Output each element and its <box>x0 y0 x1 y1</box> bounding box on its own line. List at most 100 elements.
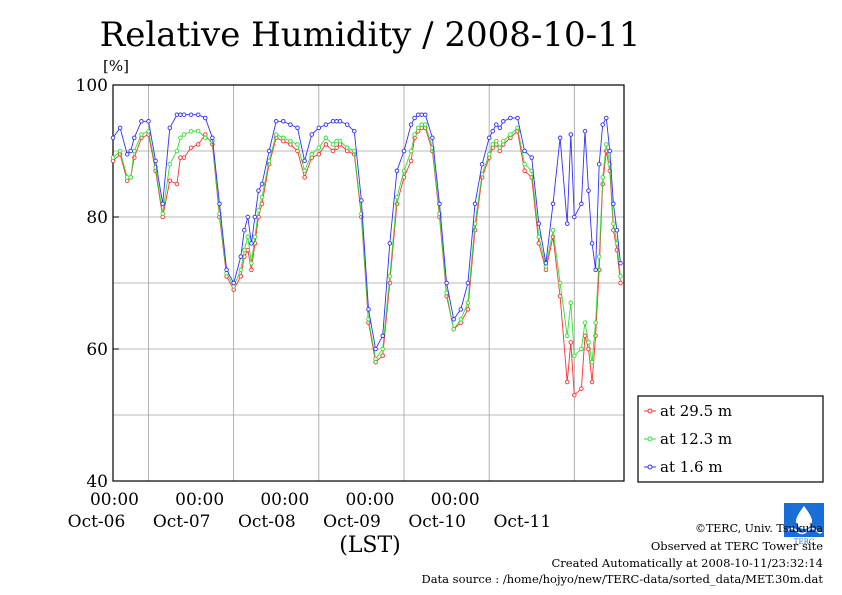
data-point <box>508 132 513 137</box>
data-point <box>536 221 542 226</box>
data-point <box>604 115 609 121</box>
data-point <box>337 138 343 144</box>
data-point <box>465 280 471 286</box>
data-point <box>249 267 254 273</box>
data-point <box>394 201 400 207</box>
logo-text: TERC <box>794 538 814 546</box>
data-point <box>596 267 602 273</box>
data-point <box>423 122 428 127</box>
series-layer <box>110 112 623 398</box>
data-point <box>153 158 158 164</box>
data-point <box>160 211 165 216</box>
data-point <box>568 300 574 306</box>
data-point <box>167 161 173 167</box>
data-point <box>302 158 307 164</box>
data-point <box>256 208 261 213</box>
legend-swatch-marker <box>647 464 653 470</box>
data-point <box>195 142 201 147</box>
data-point <box>611 221 616 226</box>
data-point <box>618 260 623 266</box>
data-point <box>238 274 244 279</box>
data-point <box>330 142 336 147</box>
created-text: Created Automatically at 2008-10-11/23:3… <box>552 556 824 570</box>
data-point <box>117 148 123 154</box>
data-point <box>330 148 336 154</box>
data-point <box>160 201 165 207</box>
data-point <box>249 260 254 266</box>
data-point <box>486 152 492 157</box>
data-point <box>550 227 556 233</box>
data-point <box>110 135 116 141</box>
data-point <box>604 142 609 147</box>
data-point <box>249 241 254 246</box>
legend-entry-label: at 12.3 m <box>660 430 732 448</box>
data-point <box>568 132 574 137</box>
data-point <box>128 148 133 154</box>
data-point <box>309 132 314 137</box>
data-point <box>295 125 300 131</box>
x-date-label: Oct-09 <box>323 512 381 532</box>
data-point <box>181 112 187 117</box>
data-point <box>188 145 194 150</box>
observed-text: Observed at TERC Tower site <box>651 539 823 553</box>
water-drop-icon <box>796 506 812 529</box>
data-point <box>195 112 201 117</box>
data-point <box>529 155 534 160</box>
data-point <box>309 152 314 157</box>
data-point <box>281 119 286 124</box>
data-point <box>600 122 605 127</box>
data-point <box>178 135 183 141</box>
data-point <box>501 138 506 144</box>
data-point <box>419 112 424 117</box>
data-point <box>132 148 137 154</box>
data-point <box>572 392 577 398</box>
data-point <box>139 132 144 137</box>
data-point <box>245 234 251 240</box>
data-point <box>412 132 417 137</box>
data-point <box>444 280 449 286</box>
data-point <box>423 112 428 117</box>
data-point <box>579 346 584 352</box>
data-point <box>618 274 623 279</box>
data-point <box>334 145 339 150</box>
source-text: Data source : /home/hojyo/new/TERC-data/… <box>421 572 823 586</box>
data-point <box>515 125 520 131</box>
data-point <box>238 267 244 273</box>
data-point <box>238 254 244 259</box>
data-point <box>259 194 265 200</box>
data-point <box>373 346 378 352</box>
data-point <box>600 175 605 180</box>
data-point <box>387 280 393 286</box>
data-point <box>611 201 616 207</box>
data-point <box>217 201 222 207</box>
data-point <box>564 333 570 339</box>
x-time-label: 00:00 <box>175 490 224 510</box>
data-point <box>295 142 300 147</box>
x-time-label: 00:00 <box>345 490 394 510</box>
data-point <box>401 148 407 154</box>
data-point <box>344 122 350 127</box>
data-point <box>401 168 407 174</box>
data-point <box>579 386 584 391</box>
data-point <box>387 241 393 246</box>
data-point <box>380 353 385 358</box>
data-point <box>387 274 393 279</box>
x-date-label: Oct-06 <box>68 512 126 532</box>
series-2 <box>110 112 623 352</box>
data-point <box>486 135 492 141</box>
data-point <box>203 115 208 121</box>
data-point <box>564 221 570 226</box>
x-date-label: Oct-10 <box>408 512 466 532</box>
data-point <box>458 307 464 312</box>
data-point <box>256 188 261 193</box>
data-point <box>174 181 180 187</box>
data-point <box>352 128 357 134</box>
data-point <box>167 125 173 131</box>
data-point <box>557 135 563 141</box>
data-point <box>316 145 322 150</box>
data-point <box>497 125 503 131</box>
data-point <box>550 201 556 207</box>
data-point <box>394 194 400 200</box>
series-line <box>112 124 621 363</box>
legend-box <box>637 395 824 483</box>
